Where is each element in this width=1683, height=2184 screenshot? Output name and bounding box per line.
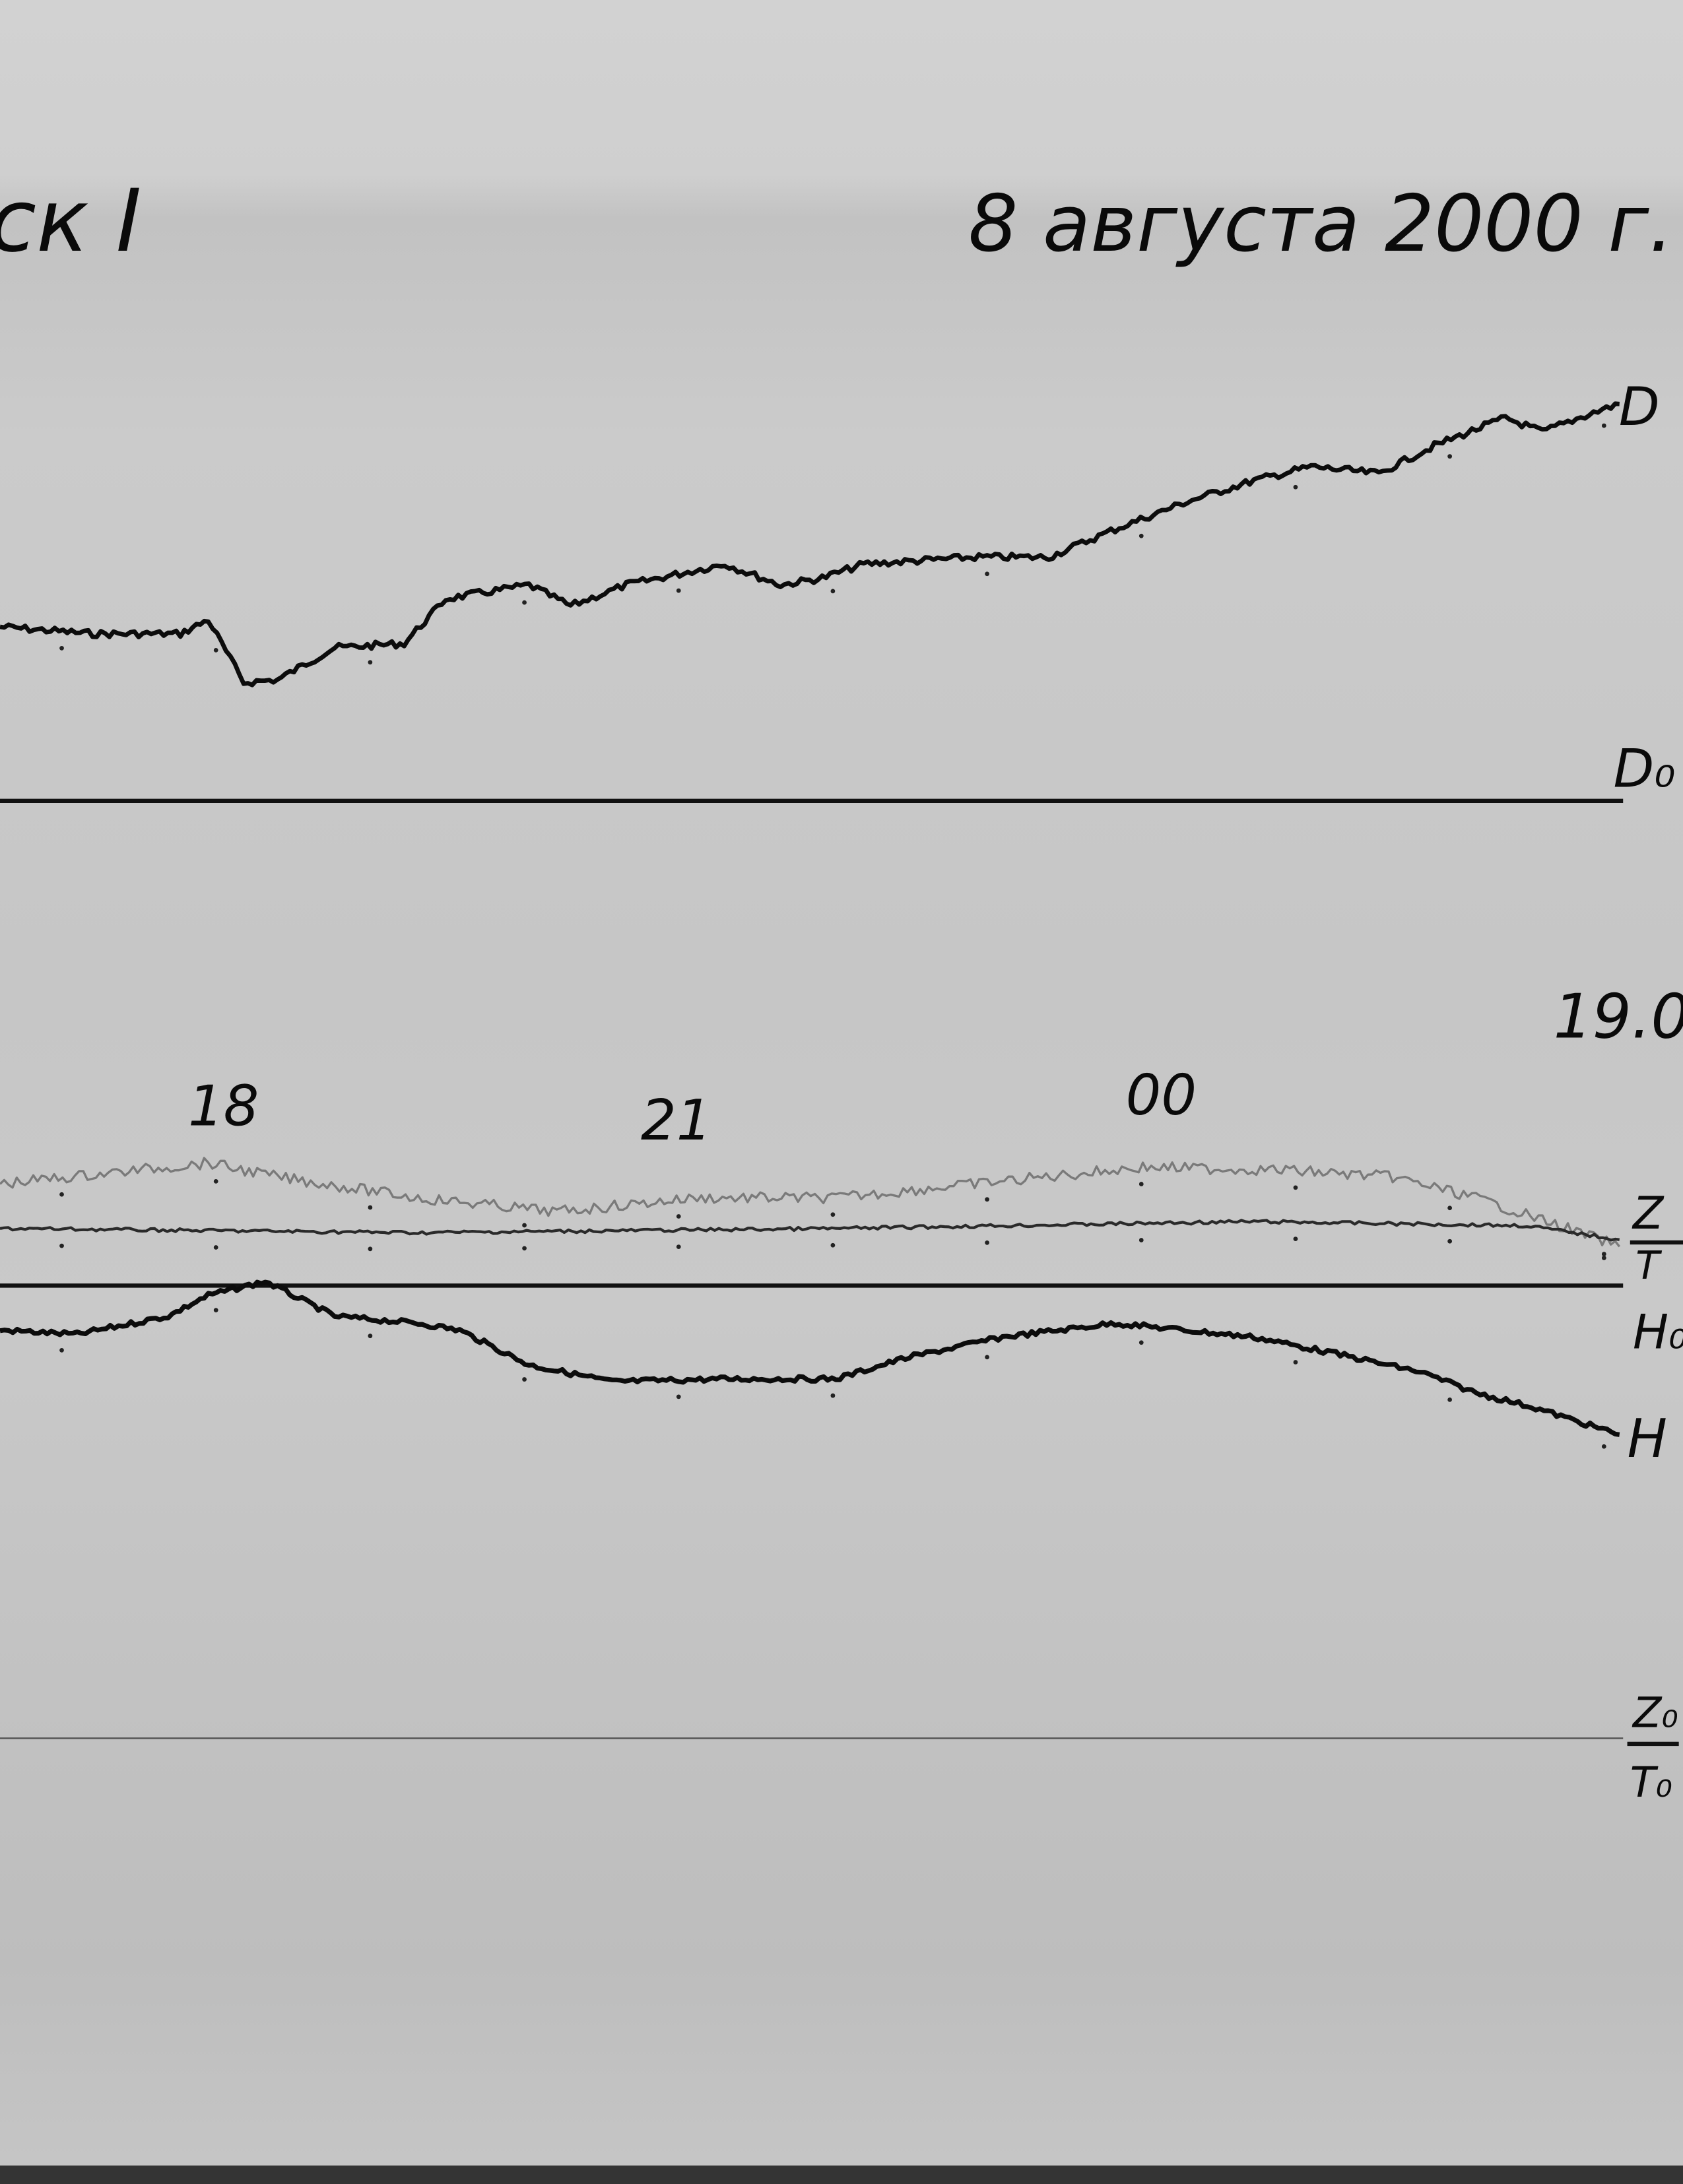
hour-mark bbox=[985, 571, 989, 577]
hour-mark bbox=[985, 1240, 989, 1245]
hour-mark bbox=[985, 1197, 989, 1202]
hour-mark bbox=[1601, 423, 1606, 428]
hour-mark bbox=[1601, 1444, 1606, 1449]
hour-mark bbox=[59, 1243, 64, 1248]
hour-mark bbox=[1601, 1256, 1606, 1260]
sheet-label: ск I bbox=[0, 171, 141, 271]
hour-mark bbox=[1447, 1397, 1453, 1402]
hour-mark bbox=[1601, 1252, 1606, 1256]
z-trace-label: Z bbox=[1632, 1187, 1665, 1239]
hour-mark bbox=[368, 1333, 373, 1339]
hour-mark bbox=[1138, 1182, 1144, 1186]
d-trace-label: D bbox=[1619, 376, 1660, 437]
trace-d bbox=[0, 401, 1620, 688]
x-tick-label-21: 21 bbox=[641, 1088, 711, 1153]
hour-mark bbox=[1293, 1360, 1298, 1365]
hour-mark bbox=[522, 1223, 527, 1228]
hour-mark bbox=[59, 645, 64, 651]
z0-baseline-label: Z₀ bbox=[1632, 1688, 1678, 1737]
hour-mark bbox=[1447, 1205, 1453, 1211]
hour-mark bbox=[1138, 1340, 1144, 1345]
hour-mark bbox=[59, 1347, 64, 1353]
hour-mark bbox=[368, 660, 373, 665]
hour-mark bbox=[213, 647, 218, 653]
hour-mark bbox=[522, 600, 527, 605]
hour-mark bbox=[368, 1246, 373, 1252]
hour-mark bbox=[213, 1245, 218, 1250]
hour-mark bbox=[676, 1394, 681, 1399]
hour-mark bbox=[368, 1205, 373, 1210]
hour-mark bbox=[830, 1393, 836, 1398]
hour-mark bbox=[522, 1246, 527, 1251]
x-tick-label-18: 18 bbox=[188, 1074, 259, 1139]
hour-mark bbox=[830, 1212, 836, 1217]
t0-baseline-label: T₀ bbox=[1630, 1758, 1672, 1807]
date-label: 8 августа 2000 г. bbox=[968, 178, 1674, 269]
hour-mark bbox=[1293, 1237, 1298, 1241]
scan-edge bbox=[0, 2166, 1683, 2184]
t-trace-label: T bbox=[1635, 1242, 1662, 1288]
trace-t bbox=[0, 1219, 1620, 1242]
x-tick-labels: 18 21 00 bbox=[188, 1063, 1197, 1153]
hour-mark bbox=[830, 1242, 836, 1248]
trace-h bbox=[0, 1279, 1620, 1437]
hour-mark bbox=[676, 1214, 681, 1219]
hour-mark bbox=[985, 1355, 989, 1360]
trace-z bbox=[0, 1157, 1621, 1248]
hour-mark bbox=[1293, 1185, 1298, 1190]
d0-baseline-label: D₀ bbox=[1613, 738, 1675, 800]
hour-mark bbox=[1138, 533, 1144, 538]
hour-mark bbox=[830, 589, 836, 594]
x-tick-label-00: 00 bbox=[1126, 1063, 1197, 1128]
h0-baseline-label: H₀ bbox=[1633, 1304, 1683, 1359]
h-trace-label: H bbox=[1628, 1408, 1667, 1469]
hour-mark bbox=[676, 588, 681, 593]
hour-mark bbox=[1138, 1238, 1144, 1242]
hour-mark bbox=[676, 1244, 681, 1249]
hour-mark bbox=[1293, 484, 1298, 490]
hour-mark bbox=[1447, 454, 1453, 459]
traces bbox=[0, 401, 1621, 1449]
hour-mark bbox=[213, 1308, 218, 1313]
hour-mark bbox=[1447, 1238, 1453, 1244]
hour-mark bbox=[522, 1377, 527, 1382]
hour-mark bbox=[213, 1178, 218, 1184]
hour-mark bbox=[59, 1192, 64, 1197]
start-time-label: 19.00 bbox=[1554, 981, 1683, 1052]
